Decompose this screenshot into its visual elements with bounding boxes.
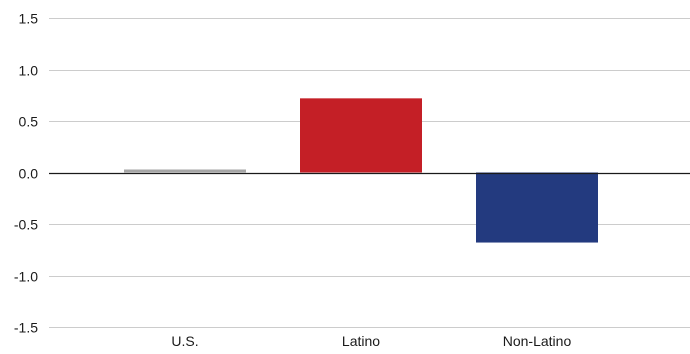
x-axis-tick-labels: U.S. Latino Non-Latino xyxy=(171,333,571,349)
x-tick-label: Non-Latino xyxy=(503,333,572,349)
x-tick-label: Latino xyxy=(342,333,380,349)
bars xyxy=(124,98,598,243)
y-tick-label: -1.0 xyxy=(14,269,38,285)
x-tick-label: U.S. xyxy=(171,333,198,349)
y-tick-label: 0.0 xyxy=(19,166,39,182)
y-tick-label: 1.5 xyxy=(19,11,39,27)
bar-latino xyxy=(300,98,422,173)
bar-u-s xyxy=(124,169,246,173)
y-axis-tick-labels: 1.5 1.0 0.5 0.0 -0.5 -1.0 -1.5 xyxy=(14,11,38,336)
y-tick-label: 1.0 xyxy=(19,63,39,79)
y-tick-label: 0.5 xyxy=(19,114,39,130)
y-tick-label: -1.5 xyxy=(14,320,38,336)
bar-non-latino xyxy=(476,172,598,243)
y-tick-label: -0.5 xyxy=(14,217,38,233)
